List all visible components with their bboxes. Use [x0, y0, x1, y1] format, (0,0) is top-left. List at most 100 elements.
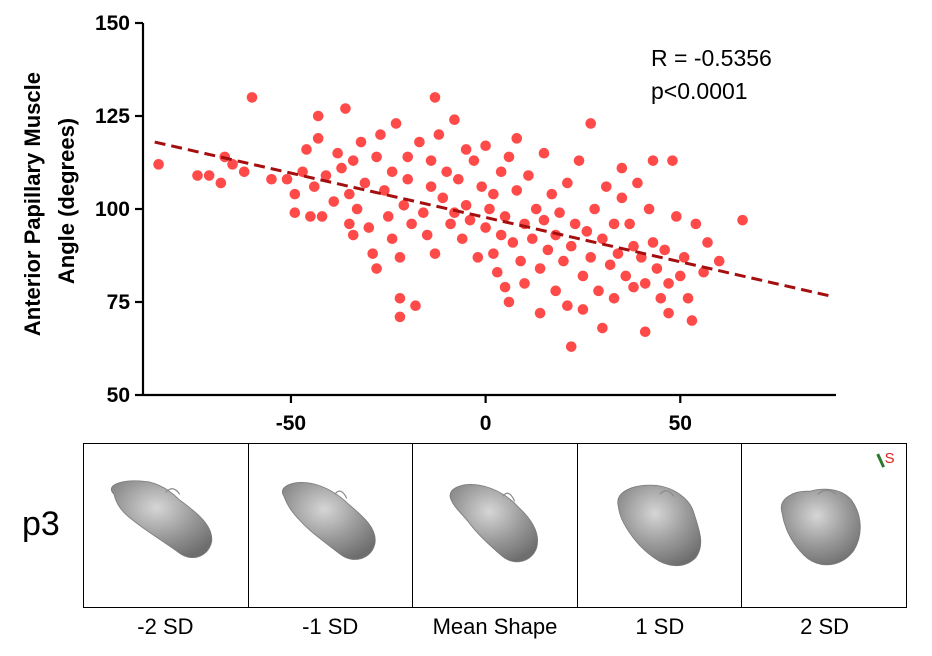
- data-point: [394, 252, 406, 263]
- y-axis-title-line-1: Anterior Papillary Muscle: [20, 72, 45, 336]
- papillary-muscle-shape: [781, 488, 861, 566]
- papillary-muscle-shape: [281, 482, 376, 560]
- data-point: [297, 166, 308, 178]
- data-point: [402, 151, 414, 163]
- data-point: [698, 266, 709, 278]
- data-point: [367, 248, 379, 259]
- data-point: [495, 229, 507, 241]
- data-point: [565, 240, 577, 252]
- data-point: [542, 244, 554, 256]
- data-point: [301, 144, 312, 155]
- caption-minus-1sd: -1 SD: [302, 614, 359, 639]
- data-point: [192, 170, 203, 181]
- data-point: [507, 237, 519, 248]
- y-tick-label: 75: [107, 291, 131, 314]
- data-point: [390, 118, 402, 129]
- data-point: [519, 278, 530, 289]
- data-point: [499, 281, 511, 293]
- data-point: [581, 226, 593, 237]
- data-point: [620, 270, 632, 282]
- data-point: [495, 166, 507, 178]
- data-point: [600, 181, 612, 192]
- data-point: [480, 222, 491, 233]
- data-point: [441, 166, 452, 178]
- data-point: [289, 188, 301, 200]
- data-point: [632, 177, 643, 189]
- orientation-marker-label: S: [885, 450, 895, 467]
- data-point: [713, 255, 725, 267]
- data-point: [418, 207, 429, 219]
- data-point: [398, 199, 410, 211]
- data-point: [558, 255, 569, 267]
- papillary-muscle-shape: [111, 480, 213, 558]
- data-point: [538, 214, 550, 226]
- data-point: [562, 177, 573, 189]
- y-axis-title-line-2: Angle (degrees): [54, 118, 79, 284]
- x-ticks: -50 0 50: [276, 395, 692, 435]
- shape-panel-plus-2sd: S: [742, 444, 906, 607]
- shape-render: [449, 484, 539, 563]
- data-point: [429, 92, 441, 103]
- data-point: [639, 326, 651, 338]
- data-point: [511, 133, 523, 144]
- data-point: [484, 203, 495, 215]
- data-point: [371, 151, 382, 163]
- data-point: [382, 211, 394, 222]
- data-point: [647, 237, 659, 248]
- caption-minus-2sd: -2 SD: [137, 614, 194, 639]
- data-point: [414, 136, 425, 148]
- y-tick-label: 125: [95, 105, 130, 128]
- data-point: [663, 278, 674, 289]
- data-point: [460, 199, 472, 211]
- x-tick-label: -50: [276, 412, 306, 435]
- data-point: [616, 192, 628, 204]
- data-point: [476, 181, 488, 192]
- data-point: [402, 173, 414, 185]
- data-point: [593, 285, 604, 297]
- data-point: [647, 155, 659, 166]
- data-point: [309, 181, 320, 192]
- shape-ridge: [165, 488, 181, 495]
- shape-ridge: [817, 489, 837, 495]
- data-point: [468, 155, 480, 166]
- data-point: [527, 233, 538, 245]
- data-point: [612, 248, 624, 259]
- data-point: [312, 133, 324, 144]
- data-point: [215, 177, 227, 189]
- data-point: [624, 218, 635, 230]
- data-point: [386, 233, 398, 245]
- data-point: [569, 218, 581, 230]
- data-point: [332, 147, 343, 159]
- data-point: [449, 114, 460, 126]
- data-point: [347, 229, 359, 241]
- data-point: [663, 307, 674, 319]
- data-point: [336, 162, 347, 174]
- data-point: [682, 292, 694, 304]
- x-tick-label: 0: [480, 412, 492, 435]
- shape-ridge: [502, 492, 516, 502]
- papillary-muscle-shape: [617, 484, 701, 567]
- data-point: [305, 211, 316, 222]
- data-point: [565, 341, 577, 352]
- data-point: [534, 307, 546, 319]
- shape-strip: S: [83, 443, 907, 608]
- data-point: [678, 252, 690, 263]
- row-label: p3: [22, 505, 60, 543]
- shape-captions: -2 SD -1 SD Mean Shape 1 SD 2 SD: [83, 614, 907, 640]
- data-point: [316, 211, 328, 222]
- data-point: [410, 300, 421, 312]
- data-point: [585, 252, 597, 263]
- data-point: [503, 296, 515, 308]
- data-point: [340, 103, 351, 114]
- data-point: [511, 185, 523, 196]
- shape-ridge: [659, 490, 675, 497]
- data-point: [375, 129, 386, 140]
- data-points: [153, 92, 748, 352]
- data-point: [562, 300, 573, 312]
- x-tick-label: 50: [669, 412, 692, 435]
- data-point: [344, 218, 355, 230]
- data-point: [503, 151, 515, 163]
- shape-panel-plus-1sd: [578, 444, 743, 607]
- scatter-chart: 50 75 100 125 150 -50 0 50 Anterior Papillary …: [20, 12, 836, 435]
- shape-panel-minus-2sd: [84, 444, 249, 607]
